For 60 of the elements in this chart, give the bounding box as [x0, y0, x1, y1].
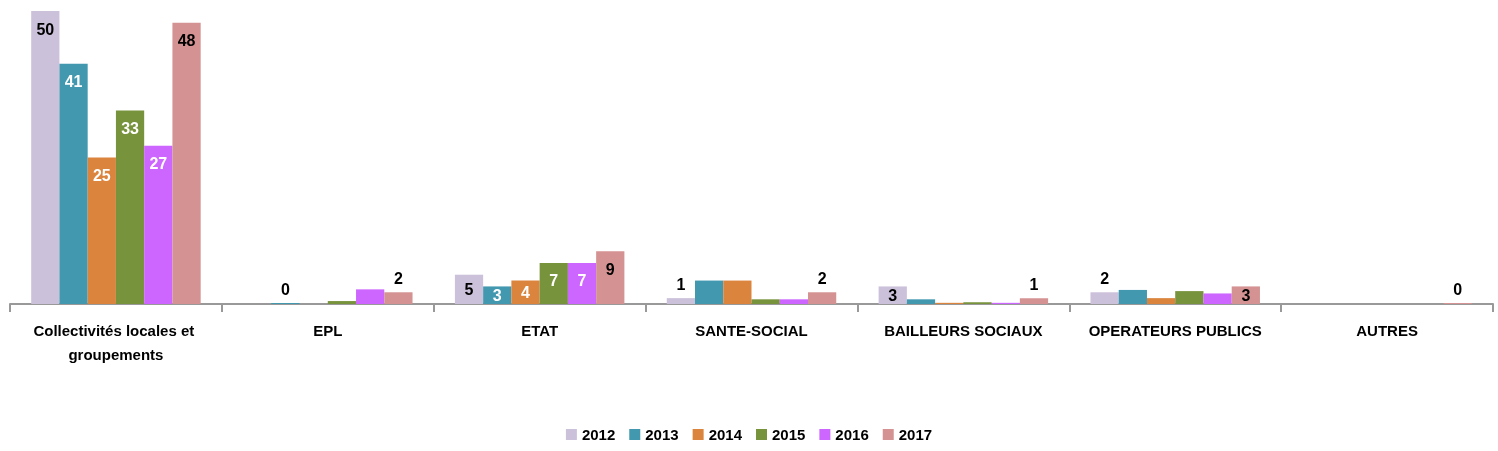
data-label: 1	[676, 275, 686, 293]
legend-label: 2016	[835, 426, 869, 443]
bar	[87, 157, 116, 304]
legend-label: 2017	[898, 426, 933, 443]
bar	[1175, 291, 1204, 304]
data-label: 3	[1241, 286, 1251, 304]
data-label: 3	[492, 286, 502, 304]
bar	[356, 289, 385, 304]
data-label: 5	[464, 280, 474, 298]
bar	[327, 301, 357, 304]
legend-label: 2014	[708, 426, 743, 443]
bar	[1090, 292, 1119, 304]
bar	[539, 262, 568, 304]
data-label: 33	[121, 120, 140, 138]
bar	[1118, 289, 1147, 304]
data-label: 9	[605, 260, 615, 278]
x-tick-label: Collectivités locales et groupements	[33, 321, 199, 363]
bar	[172, 22, 201, 304]
bar	[31, 11, 60, 304]
data-label: 3	[888, 286, 898, 304]
bar	[695, 280, 724, 304]
bar	[906, 299, 936, 304]
data-label: 4	[521, 283, 531, 301]
data-label: 2	[393, 269, 403, 287]
bar	[384, 292, 413, 304]
data-label: 0	[1453, 280, 1463, 298]
data-label: 7	[577, 272, 587, 290]
bar	[779, 299, 808, 304]
data-label: 2	[1100, 269, 1110, 287]
bar	[567, 262, 597, 304]
bar	[59, 63, 88, 304]
data-label: 1	[1029, 275, 1039, 293]
legend-label: 2015	[772, 426, 806, 443]
data-label: 27	[149, 155, 168, 173]
bar	[666, 298, 695, 304]
bar	[1146, 298, 1176, 304]
bar	[1019, 298, 1049, 304]
bar	[511, 280, 540, 304]
x-tick-label: BAILLEURS SOCIAUX	[884, 321, 1043, 339]
data-label: 0	[280, 280, 290, 298]
bar	[751, 299, 780, 304]
x-tick-label: OPERATEURS PUBLICS	[1088, 321, 1262, 339]
bar	[808, 292, 837, 304]
legend-label: 2013	[645, 426, 679, 443]
x-tick-label: ETAT	[521, 321, 559, 339]
data-label: 25	[92, 167, 111, 184]
x-tick-label: EPL	[313, 321, 343, 339]
data-label: 48	[177, 32, 196, 50]
bar	[596, 251, 625, 304]
bar	[1203, 293, 1232, 304]
x-tick-label: SANTE-SOCIAL	[695, 321, 808, 339]
x-tick-label: AUTRES	[1356, 321, 1418, 339]
data-label: 41	[64, 73, 83, 91]
bar	[144, 145, 173, 304]
data-label: 2	[817, 269, 827, 287]
data-label: 50	[36, 20, 55, 38]
bar	[115, 110, 145, 304]
legend-label: 2012	[581, 426, 616, 443]
data-label: 7	[549, 272, 559, 290]
bar	[723, 280, 752, 304]
